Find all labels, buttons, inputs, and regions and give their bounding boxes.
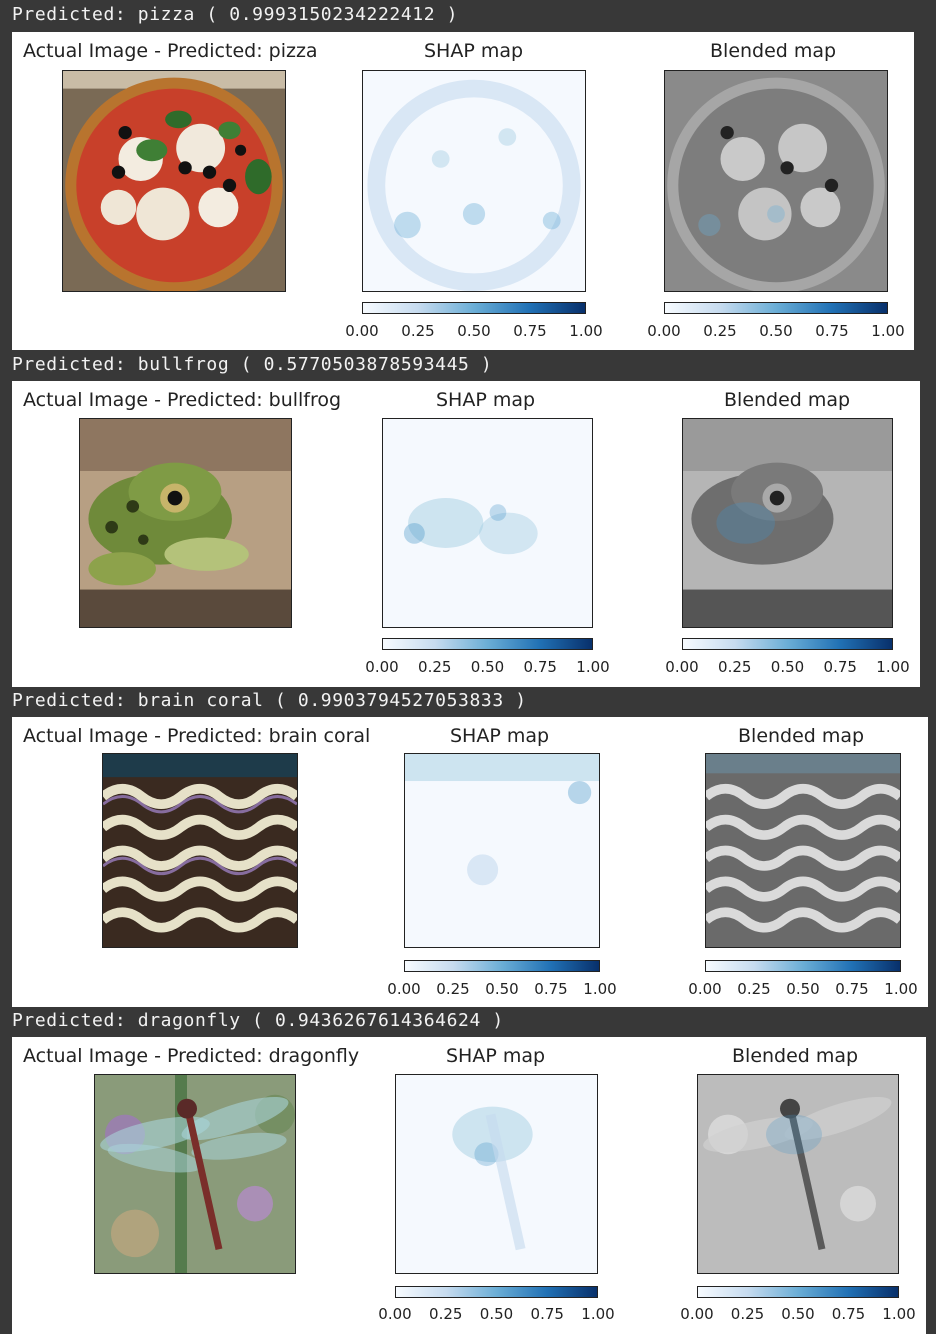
actual-image-title: Actual Image - Predicted: dragonfly bbox=[23, 1045, 360, 1067]
tick-label: 0.25 bbox=[737, 980, 771, 998]
actual-image-brain-coral bbox=[102, 753, 298, 948]
tick-label: 0.75 bbox=[835, 980, 869, 998]
tick-label: 1.00 bbox=[882, 1305, 916, 1323]
tick-label: 0.00 bbox=[387, 980, 421, 998]
figure-dragonfly: Actual Image - Predicted: dragonfly SHAP… bbox=[12, 1037, 926, 1334]
figure-bullfrog: Actual Image - Predicted: bullfrog SHAP … bbox=[12, 381, 920, 687]
blended-map-title: Blended map bbox=[738, 725, 865, 747]
colorbar-ticks-blended-brain-coral: 0.00 0.25 0.50 0.75 1.00 bbox=[688, 980, 917, 1002]
colorbar-ticks-blended-dragonfly: 0.00 0.25 0.50 0.75 1.00 bbox=[680, 1305, 915, 1327]
tick-label: 0.75 bbox=[513, 322, 547, 340]
actual-image-title: Actual Image - Predicted: pizza bbox=[23, 40, 318, 62]
shap-map-title: SHAP map bbox=[450, 725, 550, 747]
tick-label: 1.00 bbox=[583, 980, 617, 998]
actual-image-title: Actual Image - Predicted: brain coral bbox=[23, 725, 371, 747]
blended-map-dragonfly bbox=[697, 1074, 899, 1274]
tick-label: 0.25 bbox=[703, 322, 737, 340]
tick-label: 0.50 bbox=[786, 980, 820, 998]
tick-label: 0.00 bbox=[378, 1305, 412, 1323]
colorbar-shap-dragonfly bbox=[395, 1286, 598, 1298]
output-line-brain-coral: Predicted: brain coral ( 0.9903794527053… bbox=[12, 690, 527, 711]
tick-label: 0.25 bbox=[418, 658, 452, 676]
tick-label: 0.25 bbox=[730, 1305, 765, 1323]
tick-label: 0.75 bbox=[523, 658, 557, 676]
tick-label: 0.00 bbox=[665, 658, 699, 676]
tick-label: 1.00 bbox=[884, 980, 918, 998]
shap-map-brain-coral bbox=[404, 753, 600, 948]
actual-image-bullfrog bbox=[79, 418, 292, 628]
colorbar-shap-bullfrog bbox=[382, 638, 593, 650]
blended-map-title: Blended map bbox=[732, 1045, 859, 1067]
blended-map-bullfrog bbox=[682, 418, 893, 628]
tick-label: 0.25 bbox=[436, 980, 470, 998]
tick-label: 0.00 bbox=[688, 980, 722, 998]
shap-map-pizza bbox=[362, 70, 586, 292]
actual-image-title: Actual Image - Predicted: bullfrog bbox=[23, 389, 342, 411]
blended-map-pizza bbox=[664, 70, 888, 292]
blended-map-title: Blended map bbox=[724, 389, 851, 411]
output-line-dragonfly: Predicted: dragonfly ( 0.943626761436462… bbox=[12, 1010, 504, 1031]
colorbar-ticks-blended-bullfrog: 0.00 0.25 0.50 0.75 1.00 bbox=[665, 658, 909, 680]
colorbar-ticks-shap-bullfrog: 0.00 0.25 0.50 0.75 1.00 bbox=[365, 658, 609, 680]
actual-image-pizza bbox=[62, 70, 286, 292]
tick-label: 0.50 bbox=[479, 1305, 514, 1323]
tick-label: 0.50 bbox=[770, 658, 805, 676]
tick-label: 0.25 bbox=[401, 322, 435, 340]
tick-label: 0.00 bbox=[365, 658, 399, 676]
colorbar-blended-dragonfly bbox=[697, 1286, 899, 1298]
tick-label: 1.00 bbox=[876, 658, 910, 676]
tick-label: 0.75 bbox=[823, 658, 857, 676]
tick-label: 0.75 bbox=[831, 1305, 866, 1323]
colorbar-shap-brain-coral bbox=[404, 960, 600, 972]
tick-label: 1.00 bbox=[581, 1305, 615, 1323]
tick-label: 0.50 bbox=[485, 980, 519, 998]
colorbar-blended-bullfrog bbox=[682, 638, 893, 650]
figure-pizza: Actual Image - Predicted: pizza SHAP map… bbox=[12, 32, 914, 350]
shap-map-title: SHAP map bbox=[424, 40, 524, 62]
tick-label: 0.50 bbox=[470, 658, 505, 676]
colorbar-ticks-shap-pizza: 0.00 0.25 0.50 0.75 1.00 bbox=[345, 322, 602, 344]
colorbar-blended-pizza bbox=[664, 302, 888, 314]
actual-image-dragonfly bbox=[94, 1074, 296, 1274]
tick-label: 0.75 bbox=[815, 322, 849, 340]
figure-brain-coral: Actual Image - Predicted: brain coral SH… bbox=[12, 717, 928, 1007]
tick-label: 0.50 bbox=[457, 322, 491, 340]
colorbar-ticks-blended-pizza: 0.00 0.25 0.50 0.75 1.00 bbox=[647, 322, 904, 344]
tick-label: 0.75 bbox=[530, 1305, 564, 1323]
tick-label: 0.75 bbox=[534, 980, 568, 998]
blended-map-brain-coral bbox=[705, 753, 901, 948]
shap-map-title: SHAP map bbox=[436, 389, 536, 411]
shap-map-title: SHAP map bbox=[446, 1045, 546, 1067]
tick-label: 0.25 bbox=[718, 658, 752, 676]
shap-map-bullfrog bbox=[382, 418, 593, 628]
tick-label: 0.50 bbox=[781, 1305, 815, 1323]
colorbar-shap-pizza bbox=[362, 302, 586, 314]
tick-label: 0.00 bbox=[345, 322, 379, 340]
tick-label: 1.00 bbox=[871, 322, 905, 340]
output-line-pizza: Predicted: pizza ( 0.9993150234222412 ) bbox=[12, 4, 459, 25]
blended-map-title: Blended map bbox=[710, 40, 837, 62]
tick-label: 0.00 bbox=[680, 1305, 714, 1323]
tick-label: 0.25 bbox=[429, 1305, 463, 1323]
tick-label: 1.00 bbox=[576, 658, 610, 676]
colorbar-ticks-shap-dragonfly: 0.00 0.25 0.50 0.75 1.00 bbox=[378, 1305, 614, 1327]
shap-map-dragonfly bbox=[395, 1074, 598, 1274]
tick-label: 0.00 bbox=[647, 322, 681, 340]
colorbar-ticks-shap-brain-coral: 0.00 0.25 0.50 0.75 1.00 bbox=[387, 980, 616, 1002]
tick-label: 0.50 bbox=[759, 322, 793, 340]
tick-label: 1.00 bbox=[569, 322, 603, 340]
output-line-bullfrog: Predicted: bullfrog ( 0.5770503878593445… bbox=[12, 354, 493, 375]
colorbar-blended-brain-coral bbox=[705, 960, 901, 972]
